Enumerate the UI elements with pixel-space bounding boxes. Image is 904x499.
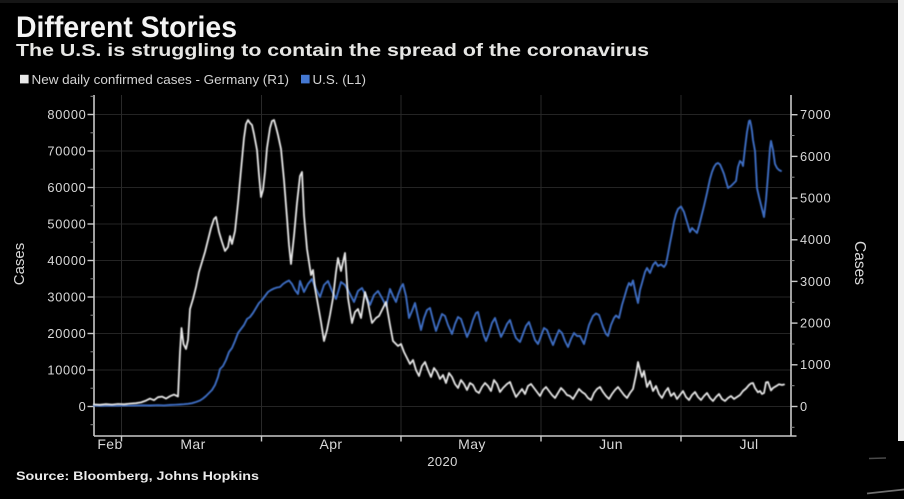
svg-text:80000: 80000: [47, 107, 86, 122]
svg-text:30000: 30000: [47, 289, 86, 304]
svg-text:Cases: Cases: [851, 241, 868, 285]
svg-text:2020: 2020: [427, 454, 458, 469]
svg-text:5000: 5000: [800, 191, 831, 206]
svg-text:Cases: Cases: [11, 243, 28, 286]
svg-text:0: 0: [79, 399, 87, 414]
svg-text:10000: 10000: [47, 362, 86, 377]
svg-text:6000: 6000: [800, 149, 831, 164]
svg-text:20000: 20000: [47, 326, 86, 341]
svg-text:4000: 4000: [800, 232, 831, 247]
svg-text:70000: 70000: [47, 143, 86, 158]
svg-text:40000: 40000: [47, 253, 86, 268]
svg-text:1000: 1000: [800, 357, 831, 372]
svg-text:50000: 50000: [47, 216, 86, 231]
svg-text:U.S. (L1): U.S. (L1): [313, 73, 367, 87]
svg-text:Feb: Feb: [97, 436, 122, 452]
svg-text:The U.S. is struggling to cont: The U.S. is struggling to contain the sp…: [16, 40, 649, 60]
svg-text:Apr: Apr: [320, 436, 343, 452]
svg-text:Jul: Jul: [739, 436, 758, 452]
svg-text:3000: 3000: [800, 274, 831, 289]
svg-text:Mar: Mar: [180, 436, 205, 452]
svg-text:Jun: Jun: [599, 436, 623, 452]
svg-text:May: May: [458, 436, 486, 452]
svg-text:7000: 7000: [800, 107, 831, 122]
svg-text:Source: Bloomberg, Johns Hopki: Source: Bloomberg, Johns Hopkins: [16, 471, 259, 483]
svg-text:60000: 60000: [47, 180, 86, 195]
svg-text:Different Stories: Different Stories: [16, 11, 237, 44]
svg-text:New daily confirmed cases - Ge: New daily confirmed cases - Germany (R1): [32, 73, 290, 87]
svg-text:2000: 2000: [800, 316, 831, 331]
svg-text:0: 0: [800, 399, 808, 414]
